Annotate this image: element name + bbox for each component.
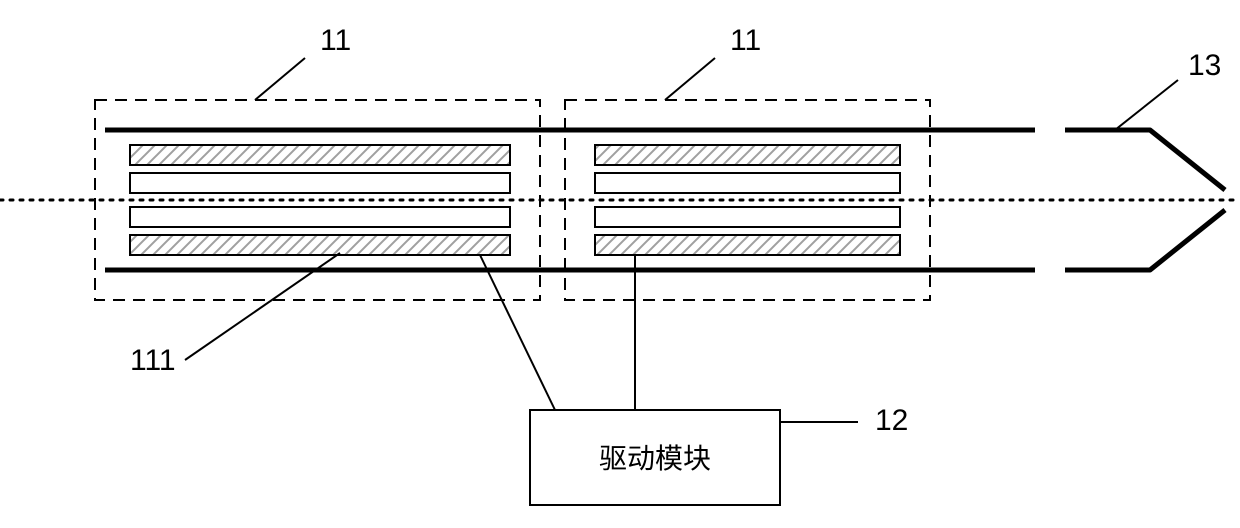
technical-diagram: 驱动模块 11 11 13 12 111 bbox=[0, 0, 1240, 528]
drive-module-label: 驱动模块 bbox=[599, 443, 711, 474]
callout-line-11a bbox=[255, 58, 305, 100]
callout-line-11b bbox=[665, 58, 715, 100]
electrode-plain-2 bbox=[595, 173, 900, 193]
electrode-hatched-2 bbox=[595, 145, 900, 165]
callout-label-12: 12 bbox=[875, 404, 908, 437]
nozzle-top bbox=[1065, 130, 1225, 190]
electrode-hatched-0 bbox=[130, 145, 510, 165]
electrode-plain-3 bbox=[595, 207, 900, 227]
callout-label-11a: 11 bbox=[320, 24, 351, 57]
diagram-layer: 驱动模块 11 11 13 12 111 bbox=[0, 24, 1240, 505]
callout-label-11b: 11 bbox=[730, 24, 761, 57]
leader-to-module-0 bbox=[480, 255, 555, 410]
electrode-hatched-1 bbox=[130, 235, 510, 255]
callout-label-111: 111 bbox=[130, 344, 176, 377]
nozzle-bottom bbox=[1065, 210, 1225, 270]
electrode-plain-0 bbox=[130, 173, 510, 193]
callout-line-13 bbox=[1115, 80, 1178, 130]
electrode-plain-1 bbox=[130, 207, 510, 227]
callout-label-13: 13 bbox=[1188, 49, 1221, 82]
electrode-hatched-3 bbox=[595, 235, 900, 255]
